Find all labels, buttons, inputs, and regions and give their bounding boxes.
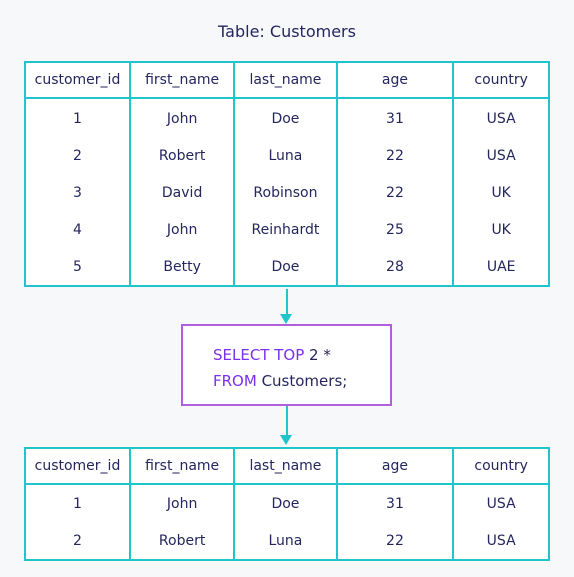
header-row: customer_id first_name last_name age cou…	[24, 61, 550, 99]
cell: USA	[452, 137, 550, 175]
connector-line-top	[285, 289, 288, 315]
column-header-customer-id: customer_id	[24, 61, 131, 99]
cell: 2	[24, 522, 131, 560]
cell: Reinhardt	[233, 211, 338, 249]
cell: 25	[335, 211, 455, 249]
sql-query-box: SELECT TOP 2 * FROM Customers;	[181, 324, 392, 406]
query-line-1: SELECT TOP 2 *	[213, 342, 390, 368]
cell: 1	[24, 484, 131, 522]
column-header-customer-id: customer_id	[24, 447, 131, 485]
cell: 22	[335, 174, 455, 212]
cell: Robinson	[233, 174, 338, 212]
cell: Doe	[233, 248, 338, 286]
cell: John	[128, 211, 236, 249]
cell: 3	[24, 174, 131, 212]
cell: David	[128, 174, 236, 212]
arrow-down-icon	[280, 314, 292, 324]
table-row: 3 David Robinson 22 UK	[24, 174, 550, 212]
cell: 22	[335, 522, 455, 560]
column-header-last-name: last_name	[233, 61, 338, 99]
cell: Doe	[233, 484, 338, 522]
query-line-2-rest: Customers;	[256, 372, 348, 390]
cell: Luna	[233, 522, 338, 560]
query-line-1-rest: 2 *	[304, 346, 331, 364]
column-header-first-name: first_name	[128, 61, 236, 99]
diagram-title: Table: Customers	[218, 22, 356, 41]
table-row: 2 Robert Luna 22 USA	[24, 522, 550, 560]
result-table: customer_id first_name last_name age cou…	[24, 447, 550, 561]
cell: John	[128, 98, 236, 138]
connector-line-bottom	[285, 406, 288, 436]
cell: 5	[24, 248, 131, 286]
header-row: customer_id first_name last_name age cou…	[24, 447, 550, 485]
cell: Robert	[128, 137, 236, 175]
column-header-country: country	[452, 447, 550, 485]
cell: 2	[24, 137, 131, 175]
table-row: 2 Robert Luna 22 USA	[24, 137, 550, 175]
cell: Doe	[233, 98, 338, 138]
cell: 31	[335, 484, 455, 522]
query-line-2: FROM Customers;	[213, 368, 390, 394]
cell: Betty	[128, 248, 236, 286]
column-header-age: age	[335, 447, 455, 485]
column-header-first-name: first_name	[128, 447, 236, 485]
sql-keyword-select-top: SELECT TOP	[213, 346, 305, 364]
table-row: 1 John Doe 31 USA	[24, 484, 550, 522]
cell: USA	[452, 522, 550, 560]
cell: 31	[335, 98, 455, 138]
cell: Robert	[128, 522, 236, 560]
table-row: 4 John Reinhardt 25 UK	[24, 211, 550, 249]
source-table: customer_id first_name last_name age cou…	[24, 61, 550, 287]
column-header-age: age	[335, 61, 455, 99]
cell: Luna	[233, 137, 338, 175]
cell: 28	[335, 248, 455, 286]
cell: 22	[335, 137, 455, 175]
column-header-country: country	[452, 61, 550, 99]
cell: John	[128, 484, 236, 522]
column-header-last-name: last_name	[233, 447, 338, 485]
cell: 4	[24, 211, 131, 249]
cell: UK	[452, 211, 550, 249]
cell: USA	[452, 484, 550, 522]
cell: UK	[452, 174, 550, 212]
arrow-down-icon	[280, 435, 292, 445]
table-row: 5 Betty Doe 28 UAE	[24, 248, 550, 286]
table-row: 1 John Doe 31 USA	[24, 98, 550, 138]
cell: 1	[24, 98, 131, 138]
cell: UAE	[452, 248, 550, 286]
cell: USA	[452, 98, 550, 138]
sql-keyword-from: FROM	[213, 372, 257, 390]
